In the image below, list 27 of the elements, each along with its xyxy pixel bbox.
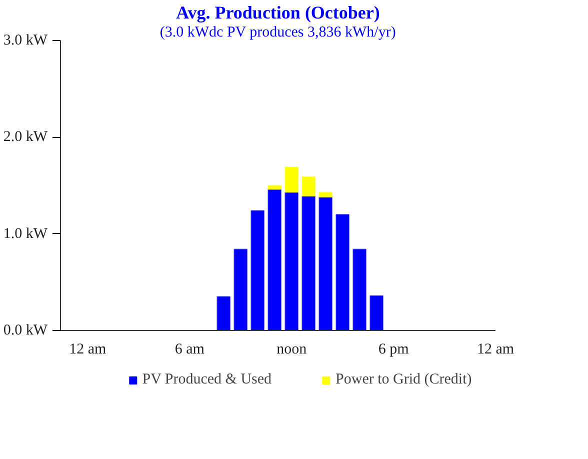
legend-label: Power to Grid (Credit): [336, 372, 472, 388]
x-tick-label: noon: [276, 342, 308, 358]
x-tick-label: 6 am: [174, 342, 205, 358]
bar: [234, 248, 248, 330]
chart-subtitle: (3.0 kWdc PV produces 3,836 kWh/yr): [160, 24, 396, 40]
y-tick-label: 0.0 kW: [3, 322, 48, 338]
y-tick-label: 1.0 kW: [3, 226, 48, 242]
bar: [302, 196, 316, 330]
bar: [302, 176, 316, 197]
x-tick-label: 12 am: [476, 342, 514, 358]
bar: [370, 295, 384, 330]
bar: [318, 196, 333, 330]
bar: [216, 296, 231, 330]
legend-label: PV Produced & Used: [142, 372, 272, 388]
y-tick-label: 2.0 kW: [3, 129, 48, 146]
bar: [250, 210, 265, 330]
bar: [318, 192, 333, 198]
bar: [284, 192, 299, 330]
bar: [268, 188, 282, 330]
x-tick-label: 6 pm: [378, 342, 410, 358]
bar: [268, 185, 282, 190]
x-tick-label: 12 am: [69, 342, 107, 358]
bar: [284, 166, 299, 193]
bar: [352, 248, 367, 330]
chart-title: Avg. Production (October): [176, 2, 380, 22]
bar: [336, 214, 350, 330]
y-tick-label: 3.0 kW: [3, 32, 48, 48]
